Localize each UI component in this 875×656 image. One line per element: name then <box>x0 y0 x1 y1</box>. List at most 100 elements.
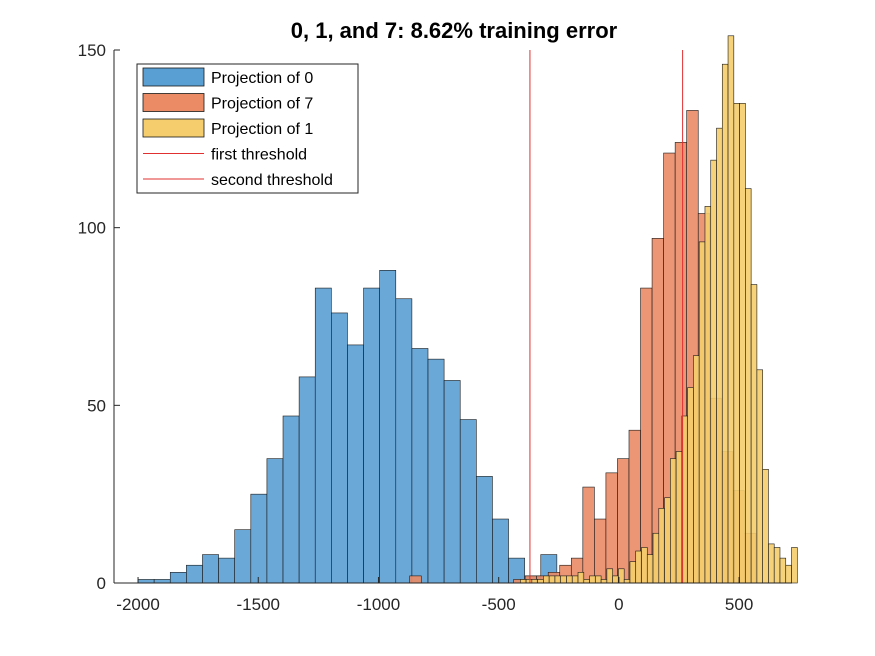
bar-series3-bin16 <box>606 568 613 584</box>
bar-series2-bin21 <box>640 287 653 584</box>
legend-label-3: Projection of 1 <box>211 121 313 138</box>
bar-series1-bin23 <box>492 518 509 584</box>
bar-series3-bin19 <box>623 579 631 584</box>
legend-label-2: Projection of 7 <box>211 96 313 113</box>
bar-series1-bin13 <box>331 312 348 584</box>
bar-series3-bin26 <box>664 497 671 584</box>
y-ticks: 0 50 100 150 <box>78 41 120 593</box>
bar-series1-bin16 <box>379 270 397 584</box>
bar-series2-bin1 <box>409 575 422 584</box>
legend-threshold-label-1: first threshold <box>211 147 307 164</box>
histogram-bars <box>137 35 798 584</box>
y-tick-label: 0 <box>97 574 106 593</box>
bar-series3-bin47 <box>785 564 792 584</box>
bar-series3-bin37 <box>727 35 735 584</box>
bar-series3-bin39 <box>739 103 746 584</box>
x-tick-label: -1500 <box>237 595 280 614</box>
bar-series3-bin3 <box>531 579 538 584</box>
bar-series1-bin4 <box>186 564 203 584</box>
bar-series3-bin41 <box>750 284 758 584</box>
bar-series3-bin10 <box>571 575 579 584</box>
bar-series1-bin6 <box>218 557 235 584</box>
bar-series3-bin12 <box>583 579 590 584</box>
bar-series3-bin34 <box>710 159 717 584</box>
bar-series1-bin1 <box>137 579 155 584</box>
bar-series3-bin43 <box>762 468 769 584</box>
bar-series3-bin6 <box>548 575 556 584</box>
bar-series1-bin5 <box>202 554 219 584</box>
bar-series3-bin9 <box>566 575 573 584</box>
axes <box>113 50 792 584</box>
x-tick-label: -2000 <box>116 595 159 614</box>
bar-series2-bin16 <box>582 486 595 584</box>
bar-series1-bin19 <box>427 358 445 584</box>
bar-series3-bin33 <box>704 206 712 584</box>
bar-series1-bin10 <box>282 415 300 584</box>
bar-series3-bin35 <box>716 127 723 584</box>
bar-series3-bin24 <box>652 532 660 584</box>
bar-series1-bin20 <box>443 380 461 584</box>
bar-series3-bin22 <box>641 547 648 584</box>
bar-series3-bin32 <box>698 241 706 584</box>
bar-series3-bin40 <box>745 188 752 584</box>
bar-series3-bin45 <box>773 547 781 584</box>
bar-series3-bin1 <box>520 579 527 584</box>
bar-series3-bin13 <box>589 575 596 584</box>
bar-series3-bin8 <box>560 575 567 584</box>
bar-series2-bin17 <box>594 518 607 584</box>
x-tick-label: 0 <box>614 595 623 614</box>
legend: Projection of 0 Projection of 7 Projection… <box>136 63 359 194</box>
bar-series3-bin4 <box>537 579 544 584</box>
bar-series2-bin19 <box>617 458 630 584</box>
bar-series1-bin8 <box>250 493 268 584</box>
bar-series3-bin11 <box>577 572 585 584</box>
legend-swatch-3 <box>142 118 205 138</box>
bar-series1-bin17 <box>395 298 413 584</box>
bar-series1-bin18 <box>411 348 429 584</box>
bar-series3-bin5 <box>543 575 550 584</box>
x-tick-label: -500 <box>482 595 516 614</box>
bar-series3-bin7 <box>554 575 562 584</box>
bar-series3-bin2 <box>525 579 533 584</box>
bar-series3-bin36 <box>721 63 729 584</box>
bar-series3-bin27 <box>670 458 677 584</box>
bar-series1-bin21 <box>459 419 477 584</box>
y-tick-label: 50 <box>87 396 106 415</box>
bar-series1-bin22 <box>476 476 493 584</box>
bar-series3-bin42 <box>756 369 763 584</box>
bar-series3-bin25 <box>658 508 665 584</box>
bar-series3-bin20 <box>629 561 637 584</box>
bar-series1-bin2 <box>153 579 171 584</box>
legend-swatch-1 <box>142 67 205 87</box>
bar-series3-bin44 <box>768 543 775 584</box>
y-tick-label: 100 <box>78 219 106 238</box>
legend-threshold-label-2: second threshold <box>211 172 333 189</box>
bar-series3-bin28 <box>675 451 683 584</box>
bar-series3-bin23 <box>646 554 654 584</box>
bar-series1-bin15 <box>363 287 380 584</box>
bar-series3-bin38 <box>733 103 740 584</box>
bar-series3-bin21 <box>635 550 642 584</box>
y-tick-label: 150 <box>78 41 106 60</box>
bar-series3-bin14 <box>595 575 602 584</box>
bar-series3-bin46 <box>779 557 787 584</box>
bar-series1-bin7 <box>234 529 252 584</box>
bar-series1-bin3 <box>169 572 187 584</box>
legend-swatch-2 <box>142 93 205 112</box>
bar-series3-bin15 <box>600 579 608 584</box>
x-ticks: -2000 -1500 -1000 -500 0 500 <box>116 577 753 614</box>
bar-series3-bin31 <box>693 355 700 584</box>
bar-series3-bin48 <box>791 547 798 584</box>
bar-series1-bin14 <box>347 344 364 584</box>
bar-series3-bin17 <box>612 575 619 584</box>
bar-series1-bin11 <box>298 376 316 584</box>
x-tick-label: -1000 <box>357 595 400 614</box>
chart-title: 0, 1, and 7: 8.62% training error <box>291 18 618 43</box>
bar-series3-bin30 <box>687 387 694 584</box>
bar-series2-bin18 <box>605 472 618 584</box>
bar-series1-bin9 <box>266 458 284 584</box>
bar-series1-bin12 <box>314 287 332 584</box>
x-tick-label: 500 <box>725 595 753 614</box>
threshold-lines <box>529 50 684 583</box>
